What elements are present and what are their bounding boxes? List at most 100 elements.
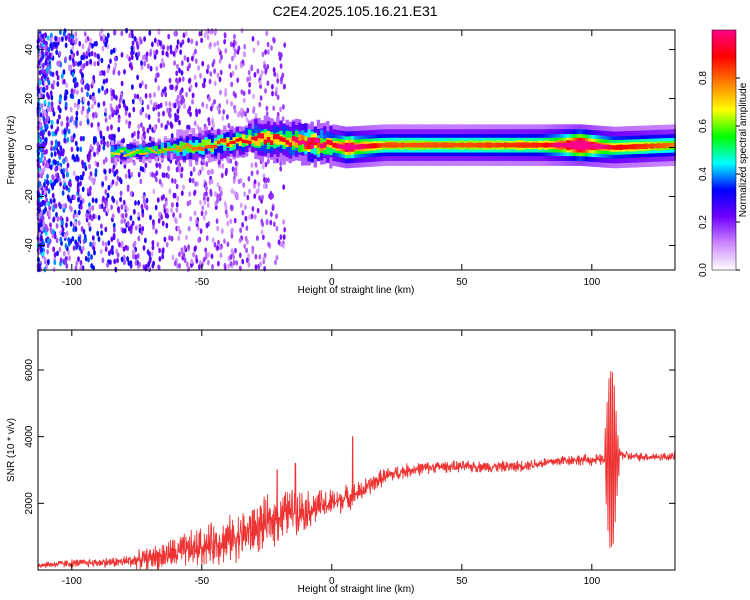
spectrogram-noise-dot — [276, 157, 279, 164]
spectrogram-noise-dot — [42, 129, 46, 135]
spectrogram-noise-dot — [213, 68, 217, 74]
spectrogram-noise-dot — [176, 39, 180, 45]
spectrogram-noise-dot — [195, 258, 199, 264]
spectrogram-noise-dot — [149, 51, 152, 57]
spectrogram-noise-dot — [129, 190, 133, 197]
spectrogram-noise-dot — [136, 74, 140, 81]
spectrogram-noise-dot — [55, 237, 59, 244]
spectrogram-band-cell — [220, 138, 224, 143]
spectrogram-noise-dot — [66, 194, 70, 200]
spectrogram-noise-dot — [73, 220, 77, 227]
spectrogram-noise-dot — [155, 176, 158, 183]
spectrogram-noise-dot — [156, 72, 160, 78]
spectrogram-noise-dot — [65, 82, 69, 88]
spectrogram-noise-dot — [175, 207, 179, 213]
spectrogram-noise-dot — [139, 38, 143, 45]
spectrogram-noise-dot — [62, 172, 65, 179]
spectrogram-noise-dot — [89, 241, 92, 247]
spectrogram-noise-dot — [197, 170, 201, 177]
spectrogram-band-cell — [269, 134, 274, 144]
spectrogram-noise-dot — [122, 199, 126, 206]
spectrogram-noise-dot — [207, 169, 211, 176]
spectrogram-noise-dot — [238, 237, 242, 244]
spectrogram-noise-dot — [60, 220, 64, 226]
spectrogram-band-cell — [351, 144, 355, 150]
spectrogram-noise-dot — [169, 44, 173, 51]
spectrogram-noise-dot — [127, 168, 131, 175]
spectrogram-noise-dot — [173, 260, 177, 267]
spectrogram-noise-dot — [72, 213, 76, 219]
spectrogram-band-cell — [369, 143, 374, 149]
spectrogram-noise-dot — [158, 247, 162, 254]
spectrogram-band-cell — [248, 140, 252, 145]
spectrogram-noise-dot — [153, 54, 157, 60]
spectrogram-noise-dot — [235, 171, 238, 177]
spectrogram-noise-dot — [86, 91, 89, 98]
spectrogram-band-cell — [251, 136, 255, 140]
spectrogram-noise-dot — [117, 206, 120, 212]
spectrogram-noise-dot — [146, 127, 150, 134]
spectrogram-noise-dot — [45, 226, 49, 233]
spectrogram-noise-dot — [126, 186, 130, 192]
spectrogram-noise-dot — [80, 174, 84, 181]
spectrogram-band-cell — [276, 136, 280, 145]
spectrogram-noise-dot — [62, 31, 66, 37]
spectrogram-noise-dot — [209, 105, 213, 112]
spectrogram-noise-dot — [81, 159, 84, 166]
spectrogram-panel: -100 -50 0 50 100 -40 -20 0 20 40 Height of strai… — [6, 27, 676, 296]
spectrogram-noise-dot — [157, 117, 161, 124]
spectrogram-noise-dot — [149, 99, 153, 105]
spectrogram-noise-dot — [272, 67, 276, 73]
spectrogram-noise-dot — [45, 148, 48, 155]
spectrogram-noise-dot — [50, 45, 54, 52]
spectrogram-noise-dot — [93, 52, 97, 58]
spectrogram-noise-dot — [232, 178, 236, 184]
spectrogram-noise-dot — [100, 35, 103, 42]
spectrogram-band-cell — [170, 147, 174, 150]
spectrogram-noise-dot — [174, 116, 178, 123]
spectrogram-noise-dot — [115, 95, 118, 101]
spectrogram-noise-dot — [52, 197, 56, 204]
spectrogram-noise-dot — [194, 48, 197, 55]
spectrogram-noise-dot — [229, 158, 233, 164]
spectrogram-band-cell — [479, 142, 483, 148]
spectrogram-noise-dot — [131, 40, 135, 46]
spectrogram-noise-dot — [49, 164, 53, 171]
spectrogram-noise-dot — [110, 49, 113, 55]
spectrogram-noise-dot — [82, 135, 85, 142]
spectrogram-noise-dot — [163, 86, 167, 92]
spectrogram-noise-dot — [41, 53, 45, 60]
spectrogram-band-cell — [145, 152, 149, 155]
spectrogram-noise-dot — [215, 218, 219, 224]
spectrogram-band-cell — [332, 142, 336, 148]
spectrogram-noise-dot — [52, 217, 55, 223]
spectrogram-noise-dot — [43, 69, 47, 75]
spectrogram-noise-dot — [87, 251, 91, 257]
spectrogram-noise-dot — [74, 140, 78, 147]
spectrogram-noise-dot — [71, 57, 75, 64]
spectrogram-noise-dot — [153, 124, 156, 131]
spectrogram-band-cell — [338, 144, 342, 149]
spectrogram-noise-dot — [231, 70, 235, 77]
spectrogram-noise-dot — [125, 105, 129, 112]
spectrogram-noise-dot — [60, 120, 64, 127]
spectrogram-noise-dot — [61, 129, 64, 135]
spectrogram-band-cell — [466, 142, 470, 148]
spectrogram-noise-dot — [136, 44, 140, 50]
spectrogram-band-cell — [185, 143, 190, 147]
spectrogram-noise-dot — [65, 216, 69, 223]
spectrogram-noise-dot — [112, 69, 116, 76]
spectrogram-noise-dot — [254, 253, 258, 260]
spectrogram-noise-dot — [140, 203, 144, 210]
spectrogram-noise-dot — [176, 263, 179, 269]
spectrogram-noise-dot — [167, 173, 170, 180]
spectrogram-noise-dot — [42, 116, 46, 122]
spectrogram-noise-dot — [55, 70, 59, 76]
spectrogram-noise-dot — [272, 105, 276, 111]
spectrogram-band-cell — [560, 143, 564, 148]
spectrogram-noise-dot — [161, 253, 165, 260]
spectrogram-noise-dot — [256, 169, 259, 176]
spectrogram-noise-dot — [59, 236, 63, 243]
spectrogram-band-cell — [547, 142, 551, 148]
spectrogram-band-cell — [110, 153, 115, 158]
